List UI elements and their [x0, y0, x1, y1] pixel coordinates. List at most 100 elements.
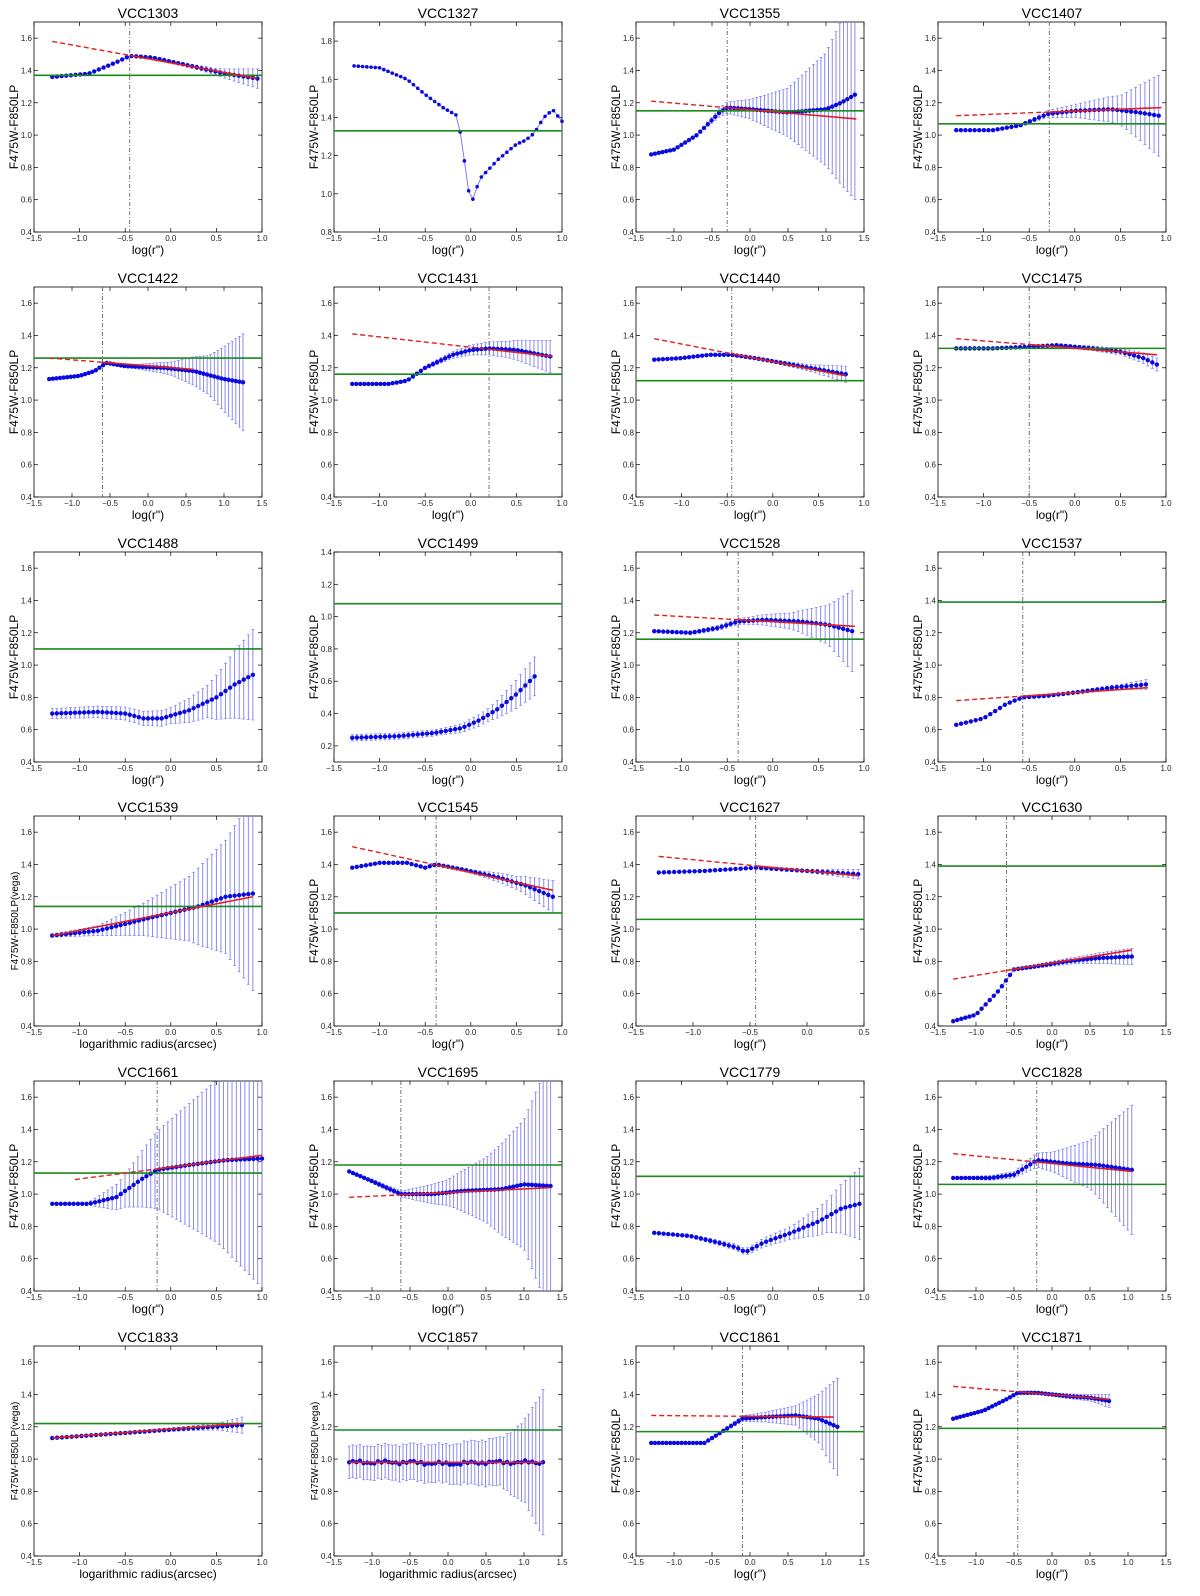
plot-area	[937, 551, 1167, 763]
y-tick-label: 0.6	[623, 726, 635, 735]
profile-point	[697, 629, 702, 634]
x-tick-label: −0.5	[117, 1028, 133, 1037]
profile-point	[987, 997, 992, 1003]
profile-point	[445, 108, 450, 112]
profile-point	[61, 375, 66, 380]
profile-point	[251, 1156, 256, 1162]
y-axis-label: F475W-F850LP	[609, 85, 623, 170]
x-axis-label: log(r")	[734, 508, 766, 522]
profile-point	[409, 861, 414, 867]
profile-point	[675, 1232, 680, 1238]
y-tick-label: 1.4	[925, 1125, 937, 1134]
profile-point	[777, 1234, 783, 1239]
y-tick-label: 1.0	[321, 190, 333, 199]
y-tick-label: 0.6	[925, 726, 937, 735]
y-tick-label: 1.4	[623, 596, 635, 605]
profile-point	[113, 923, 119, 929]
profile-point	[250, 672, 256, 677]
profile-point	[717, 1240, 722, 1246]
gradient-fit-line	[157, 1154, 263, 1170]
profile-point	[496, 157, 501, 162]
y-tick-label: 0.4	[623, 493, 635, 502]
x-tick-label: −1.5	[326, 1558, 342, 1567]
profile-point	[505, 150, 509, 154]
profile-point	[194, 369, 199, 374]
profile-point	[656, 1231, 662, 1236]
profile-point	[227, 685, 233, 690]
x-tick-label: −1.0	[666, 234, 682, 243]
y-tick-label: 1.4	[21, 860, 33, 869]
profile-point	[852, 92, 858, 97]
profile-point	[415, 732, 420, 737]
x-tick-label: −1.0	[674, 764, 690, 773]
profile-point	[1124, 684, 1129, 689]
x-tick-label: 1.0	[256, 764, 268, 773]
profile-point	[845, 627, 850, 633]
profile-point	[1089, 1162, 1094, 1167]
gradient-fit-line	[102, 361, 194, 371]
profile-point	[205, 901, 210, 906]
profile-point	[702, 868, 708, 874]
profile-point	[466, 189, 471, 193]
profile-point	[255, 76, 260, 81]
profile-point	[58, 1201, 64, 1206]
profile-point	[978, 716, 983, 722]
profile-point	[674, 629, 679, 635]
profile-point	[717, 352, 722, 358]
y-tick-label: 1.4	[623, 1125, 635, 1134]
y-tick-label: 1.0	[321, 1190, 333, 1199]
y-tick-label: 1.2	[925, 99, 937, 108]
profile-point	[227, 894, 233, 899]
profile-point	[665, 356, 670, 362]
profile-point	[805, 1223, 811, 1228]
profile-point	[963, 1015, 968, 1020]
profile-point	[219, 376, 224, 381]
profile-point	[82, 371, 88, 377]
plot-content	[34, 629, 262, 727]
profile-point	[988, 711, 993, 717]
x-tick-label: −0.5	[402, 1293, 418, 1302]
x-tick-label: −0.5	[1006, 1028, 1022, 1037]
profile-point	[237, 679, 242, 685]
x-tick-label: 0.5	[813, 1293, 825, 1302]
y-axis-label: F475W-F850LP	[7, 350, 21, 435]
profile-point	[395, 1190, 400, 1195]
x-tick-label: 0.0	[165, 764, 177, 773]
fit-extrapolation	[654, 614, 739, 621]
profile-point	[475, 184, 479, 189]
profile-point	[391, 1188, 397, 1194]
profile-point	[670, 1232, 676, 1237]
profile-point	[246, 891, 251, 897]
y-tick-label: 1.0	[321, 1455, 333, 1464]
y-axis-label: F475W-F850LP	[7, 1144, 21, 1229]
y-tick-label: 1.2	[321, 1158, 333, 1167]
profile-point	[75, 373, 81, 379]
x-tick-label: 0.5	[511, 234, 523, 243]
x-tick-label: 0.5	[211, 1293, 223, 1302]
y-tick-label: 0.6	[623, 1255, 635, 1264]
plot-content	[938, 287, 1166, 497]
chart-panel: VCC1475 −1.5 −1.0 −0.5 0.0 0.5 1.0 0.4 0.6 0.8 1.0…	[911, 270, 1172, 522]
profile-point	[64, 374, 70, 380]
profile-point	[250, 891, 256, 896]
profile-point	[1142, 111, 1148, 116]
x-tick-label: 1.0	[858, 764, 870, 773]
profile-point	[848, 94, 854, 100]
profile-point	[1114, 684, 1119, 690]
profile-point	[1002, 702, 1008, 708]
y-tick-label: 1.4	[321, 1390, 333, 1399]
profile-point	[708, 352, 714, 358]
y-axis-label: F475W-F850LP	[307, 615, 321, 700]
profile-point	[182, 709, 187, 714]
profile-point	[959, 1016, 964, 1022]
y-tick-label: 1.0	[321, 613, 333, 622]
profile-point	[91, 709, 96, 715]
profile-point	[1113, 955, 1118, 960]
profile-point	[373, 734, 378, 740]
y-axis-label: F475W-F850LP	[911, 350, 925, 435]
profile-point	[363, 863, 369, 868]
y-tick-label: 1.0	[21, 661, 33, 670]
chart-panel: VCC1303 −1.5 −1.0 −0.5 0.0 0.5 1.0 0.4 0.6 0.8 1.0…	[7, 5, 268, 257]
profile-point	[847, 1204, 853, 1209]
x-tick-label: −1.0	[372, 764, 388, 773]
